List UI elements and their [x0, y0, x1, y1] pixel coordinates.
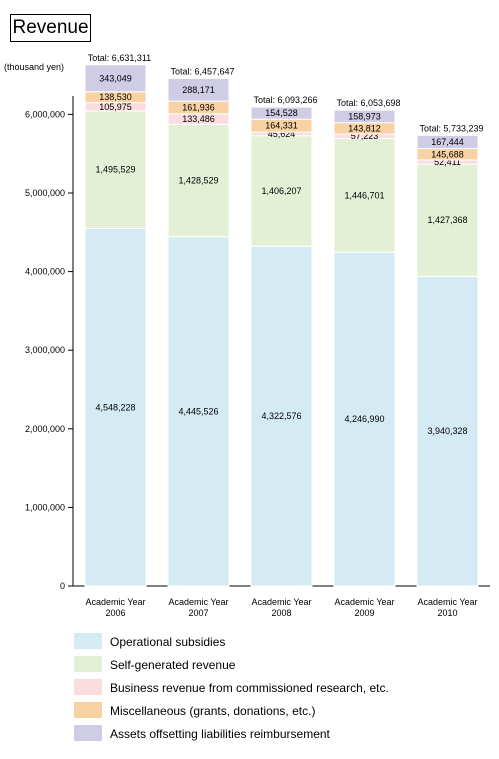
legend-swatch — [74, 702, 102, 718]
bar-segment — [250, 135, 313, 247]
data-label: 138,530 — [99, 92, 132, 102]
x-tick-label: 2009 — [354, 608, 374, 618]
y-tick-label: 5,000,000 — [25, 188, 65, 198]
total-label: Total: 6,093,266 — [253, 95, 317, 105]
total-label: Total: 6,631,311 — [88, 53, 151, 63]
x-tick-label: Academic Year — [334, 597, 394, 607]
total-label: Total: 6,457,647 — [170, 66, 234, 76]
bar-segment — [84, 228, 147, 587]
data-label: 3,940,328 — [427, 426, 467, 436]
y-tick-label: 1,000,000 — [25, 502, 65, 512]
stacked-bar-chart: 0 1,000,000 2,000,000 3,000,000 4,000,000 5,0… — [25, 53, 490, 618]
bar-segment — [416, 134, 479, 150]
bar-segment — [416, 163, 479, 277]
bar-segment — [333, 251, 396, 587]
x-tick-label: Academic Year — [168, 597, 228, 607]
y-tick-label: 0 — [60, 581, 65, 591]
data-label: 164,331 — [265, 121, 298, 131]
legend-swatch — [74, 725, 102, 741]
x-tick-label: Academic Year — [251, 597, 311, 607]
data-label: 288,171 — [182, 85, 215, 95]
data-label: 45,624 — [268, 129, 296, 139]
legend-label: Business revenue from commissioned resea… — [110, 681, 389, 695]
data-label: 4,548,228 — [95, 402, 135, 412]
bar-segment — [167, 123, 230, 238]
bar-segment — [250, 106, 313, 120]
bar-segment — [84, 110, 147, 230]
y-tick-label: 3,000,000 — [25, 345, 65, 355]
legend-label: Operational subsidies — [110, 635, 226, 649]
x-tick-label: Academic Year — [417, 597, 477, 607]
legend-swatch — [74, 679, 102, 695]
legend-label: Miscellaneous (grants, donations, etc.) — [110, 704, 316, 718]
x-tick-label: 2010 — [437, 608, 457, 618]
total-label: Total: 6,053,698 — [336, 98, 400, 108]
data-label: 1,428,529 — [178, 175, 218, 185]
bar-segment — [333, 137, 396, 253]
x-tick-label: 2006 — [105, 608, 125, 618]
data-label: 1,406,207 — [261, 186, 301, 196]
data-label: 57,223 — [351, 131, 379, 141]
x-tick-label: 2008 — [271, 608, 291, 618]
data-label: 1,495,529 — [95, 165, 135, 175]
bar-segment — [416, 275, 479, 587]
total-label: Total: 5,733,239 — [419, 123, 483, 133]
legend-label: Assets offsetting liabilities reimbursem… — [110, 727, 330, 741]
bar-segment — [333, 109, 396, 124]
bar-segment — [167, 77, 230, 102]
bar-segment — [84, 64, 147, 93]
data-label: 1,446,701 — [344, 190, 384, 200]
data-label: 4,445,526 — [178, 406, 218, 416]
data-label: 161,936 — [182, 102, 215, 112]
data-label: 145,688 — [431, 149, 464, 159]
data-label: 133,486 — [182, 114, 215, 124]
y-axis-unit-label: (thousand yen) — [4, 62, 65, 72]
legend-swatch — [74, 633, 102, 649]
x-tick-label: 2007 — [188, 608, 208, 618]
data-label: 343,049 — [99, 73, 132, 83]
data-label: 4,322,576 — [261, 411, 301, 421]
data-label: 4,246,990 — [344, 414, 384, 424]
data-label: 158,973 — [348, 111, 381, 121]
data-label: 1,427,368 — [427, 215, 467, 225]
data-label: 167,444 — [431, 137, 464, 147]
x-tick-label: Academic Year — [85, 597, 145, 607]
y-tick-label: 6,000,000 — [25, 109, 65, 119]
bar-segment — [250, 245, 313, 587]
data-label: 105,975 — [99, 102, 132, 112]
bar-segment — [167, 236, 230, 587]
y-tick-label: 2,000,000 — [25, 424, 65, 434]
data-label: 143,812 — [348, 123, 381, 133]
chart-title: Revenue — [10, 14, 91, 42]
data-label: 154,528 — [265, 108, 298, 118]
legend-swatch — [74, 656, 102, 672]
y-tick-label: 4,000,000 — [25, 267, 65, 277]
data-label: 52,411 — [434, 157, 461, 167]
legend-label: Self-generated revenue — [110, 658, 236, 672]
